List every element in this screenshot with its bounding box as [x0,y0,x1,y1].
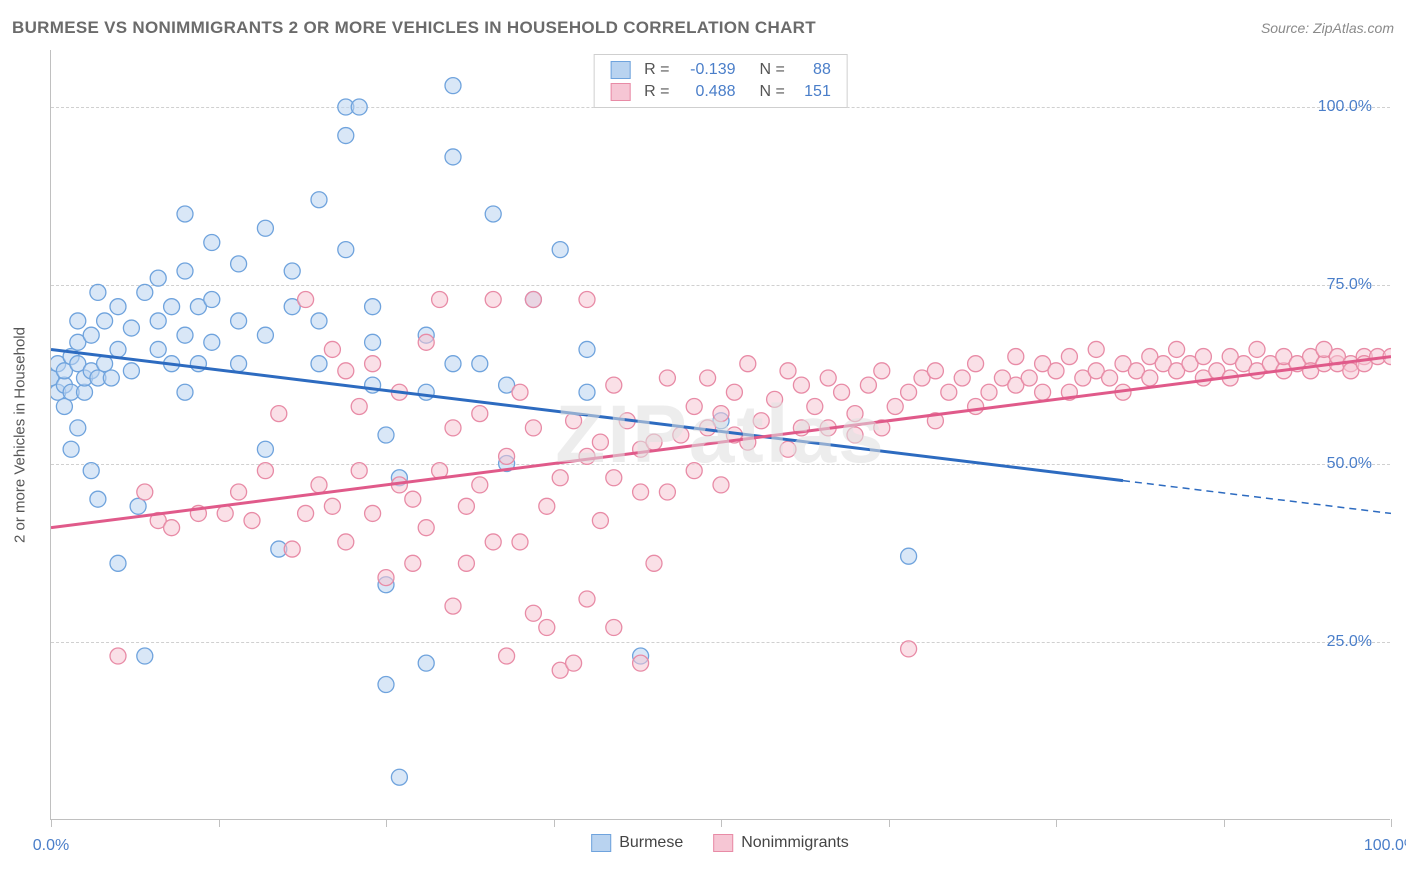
x-tick [386,819,387,827]
stats-legend-row: R = -0.139 N = 88 [610,61,831,79]
stat-r-value: 0.488 [680,83,736,101]
chart-container: 2 or more Vehicles in Household ZIPatlas… [50,50,1390,820]
y-axis-title: 2 or more Vehicles in Household [12,327,29,543]
x-tick [51,819,52,827]
trend-lines-layer [51,50,1391,820]
x-tick [889,819,890,827]
x-tick [1224,819,1225,827]
stat-n-value: 88 [795,61,831,79]
x-tick [721,819,722,827]
legend-swatch [713,834,733,852]
legend-swatch [610,61,630,79]
trend-line [51,349,1123,480]
legend-label: Burmese [619,834,683,852]
legend-label: Nonimmigrants [741,834,849,852]
legend-item: Nonimmigrants [713,834,849,852]
legend-swatch [591,834,611,852]
stats-legend-row: R = 0.488 N = 151 [610,83,831,101]
stats-legend-box: R = -0.139 N = 88 R = 0.488 N = 151 [593,54,848,108]
chart-title: BURMESE VS NONIMMIGRANTS 2 OR MORE VEHIC… [12,18,816,38]
stat-r-label: R = [644,83,669,101]
stat-n-label: N = [760,61,785,79]
stat-n-label: N = [760,83,785,101]
x-tick [1391,819,1392,827]
stat-n-value: 151 [795,83,831,101]
series-legend: Burmese Nonimmigrants [591,834,849,852]
stat-r-value: -0.139 [680,61,736,79]
trend-line-extrapolated [1123,481,1391,514]
trend-line [51,357,1391,528]
x-tick [1056,819,1057,827]
x-tick [554,819,555,827]
x-tick [219,819,220,827]
legend-item: Burmese [591,834,683,852]
x-tick-label: 100.0% [1364,837,1406,855]
source-attribution: Source: ZipAtlas.com [1261,20,1394,36]
stat-r-label: R = [644,61,669,79]
legend-swatch [610,83,630,101]
plot-area: ZIPatlas R =-0.139N =88R =0.488N =151 25… [50,50,1390,820]
x-tick-label: 0.0% [33,837,69,855]
